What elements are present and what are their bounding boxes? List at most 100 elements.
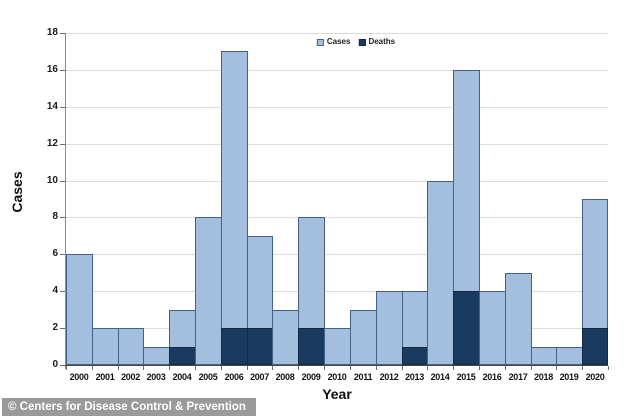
x-tick-mark (298, 366, 299, 370)
y-tick-label: 4 (52, 285, 58, 297)
bar-cases-2008 (272, 309, 299, 365)
y-tick-mark (60, 106, 65, 108)
x-category-label-2019: 2019 (559, 372, 579, 382)
bar-deaths-2015 (453, 291, 480, 365)
bar-cases-2002 (118, 328, 144, 365)
y-tick-mark (60, 217, 65, 219)
gridline (66, 106, 608, 108)
x-baseline (65, 365, 608, 366)
y-tick-label: 0 (52, 359, 58, 370)
y-tick-label: 18 (46, 27, 58, 38)
x-tick-mark (376, 366, 377, 370)
x-tick-mark (479, 366, 480, 370)
x-tick-mark (221, 366, 222, 370)
legend-label-cases: Cases (326, 37, 351, 46)
gridline (66, 143, 608, 145)
x-tick-mark (324, 366, 325, 370)
attribution-ribbon: © Centers for Disease Control & Preventi… (2, 398, 256, 416)
x-category-label-2012: 2012 (379, 372, 399, 382)
x-axis-title: Year (322, 386, 352, 402)
x-tick-mark (556, 366, 557, 370)
y-tick-label: 16 (46, 63, 58, 75)
x-tick-mark (195, 366, 196, 370)
bar-cases-2006 (221, 51, 248, 365)
gridline (66, 180, 608, 182)
bar-cases-2011 (350, 309, 377, 365)
x-tick-mark (402, 366, 403, 370)
bar-deaths-2006 (221, 328, 248, 365)
bar-cases-2014 (427, 180, 454, 365)
x-category-label-2000: 2000 (69, 372, 89, 382)
bar-cases-2018 (531, 346, 557, 365)
y-tick-mark (60, 143, 65, 145)
x-tick-mark (247, 366, 248, 370)
y-tick-label: 14 (46, 100, 58, 112)
y-tick-mark (60, 33, 65, 34)
legend-swatch-cases-icon (316, 38, 324, 46)
x-category-label-2008: 2008 (275, 372, 295, 382)
x-tick-mark (92, 366, 93, 370)
x-tick-mark (427, 366, 428, 370)
bar-cases-2001 (92, 328, 119, 365)
x-tick-mark (582, 366, 583, 370)
plot-area: Cases Deaths 0 2 4 6 8 10 12 14 16 18 2000 2001 2002… (47, 28, 609, 382)
y-tick-label: 8 (52, 211, 58, 223)
y-tick-mark (60, 254, 65, 256)
x-tick-mark (453, 366, 454, 370)
x-category-label-2006: 2006 (224, 372, 244, 382)
bar-cases-2012 (376, 291, 403, 365)
y-tick-mark (60, 365, 65, 366)
bar-deaths-2009 (298, 328, 325, 365)
bar-deaths-2020 (582, 328, 608, 365)
x-category-label-2003: 2003 (146, 372, 166, 382)
gridline (66, 291, 608, 293)
x-category-label-2004: 2004 (172, 372, 192, 382)
y-tick-mark (60, 180, 65, 182)
x-category-label-2002: 2002 (121, 372, 140, 382)
x-category-label-2018: 2018 (534, 372, 553, 382)
bar-cases-2016 (479, 291, 506, 365)
y-tick-mark (60, 69, 65, 71)
x-tick-mark (66, 366, 67, 370)
x-category-label-2015: 2015 (456, 372, 476, 382)
x-tick-mark (608, 366, 609, 370)
x-category-label-2001: 2001 (95, 372, 115, 382)
x-category-label-2010: 2010 (327, 372, 347, 382)
y-axis-line (65, 33, 66, 369)
gridline (66, 217, 608, 219)
x-category-label-2014: 2014 (430, 372, 450, 382)
bar-cases-2003 (143, 346, 170, 365)
bar-deaths-2013 (402, 346, 428, 365)
x-tick-mark (505, 366, 506, 370)
bar-cases-2019 (556, 346, 583, 365)
x-tick-mark (272, 366, 273, 370)
x-category-label-2016: 2016 (482, 372, 502, 382)
y-tick-mark (60, 328, 65, 330)
legend-swatch-deaths-icon (358, 38, 366, 46)
x-tick-mark (118, 366, 119, 370)
x-tick-mark (531, 366, 532, 370)
gridline (66, 33, 608, 34)
bar-cases-2010 (324, 328, 351, 365)
x-tick-mark (143, 366, 144, 370)
x-category-label-2007: 2007 (250, 372, 269, 382)
y-tick-label: 10 (46, 174, 58, 186)
bar-deaths-2007 (247, 328, 273, 365)
y-tick-label: 2 (52, 322, 58, 334)
legend-item-cases: Cases (316, 37, 351, 46)
legend-item-deaths: Deaths (358, 38, 395, 46)
y-tick-label: 12 (46, 137, 58, 149)
x-category-label-2005: 2005 (198, 372, 218, 382)
x-tick-mark (169, 366, 170, 370)
gridline (66, 69, 608, 71)
x-category-label-2020: 2020 (585, 372, 605, 382)
bar-cases-2005 (195, 217, 222, 365)
x-category-label-2017: 2017 (508, 372, 528, 382)
bar-cases-2000 (66, 254, 93, 365)
bar-deaths-2004 (169, 346, 196, 365)
legend: Cases Deaths (316, 37, 395, 46)
y-tick-mark (60, 291, 65, 293)
legend-label-deaths: Deaths (368, 37, 396, 46)
x-category-label-2013: 2013 (405, 372, 424, 382)
